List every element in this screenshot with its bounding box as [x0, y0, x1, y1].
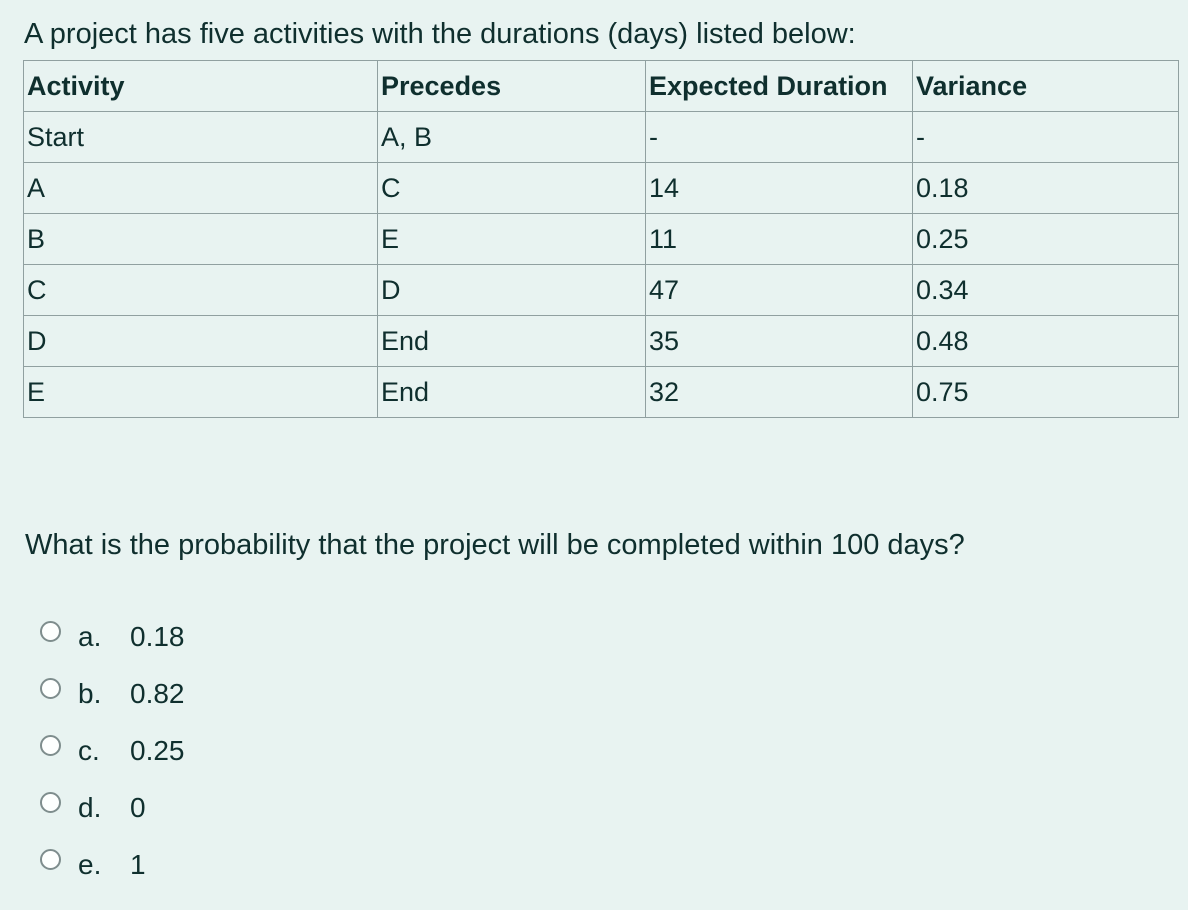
question-text: What is the probability that the project…	[25, 529, 965, 561]
table-cell: A, B	[377, 111, 646, 163]
option-value: 1	[130, 849, 146, 880]
table-cell: Start	[23, 111, 378, 163]
table-cell: 47	[645, 264, 913, 316]
table-cell: -	[645, 111, 913, 163]
table-row: C D 47 0.34	[23, 264, 1179, 316]
radio-button-icon[interactable]	[40, 621, 61, 642]
table-row: Start A, B - -	[23, 111, 1179, 163]
table-cell: 35	[645, 315, 913, 367]
option-value: 0.82	[130, 678, 185, 709]
option-letter: b.	[78, 678, 102, 709]
table-cell: 0.75	[912, 366, 1179, 418]
activities-table: Activity Precedes Expected Duration Vari…	[23, 60, 1179, 418]
column-header-activity: Activity	[23, 60, 378, 112]
answer-option-b[interactable]: b. 0.82	[40, 676, 185, 712]
option-letter: d.	[78, 792, 102, 823]
table-row: E End 32 0.75	[23, 366, 1179, 418]
table-cell: D	[23, 315, 378, 367]
option-value: 0.25	[130, 735, 185, 766]
table-cell: 0.34	[912, 264, 1179, 316]
option-value: 0	[130, 792, 146, 823]
table-row: A C 14 0.18	[23, 162, 1179, 214]
table-cell: A	[23, 162, 378, 214]
radio-button-icon[interactable]	[40, 792, 61, 813]
option-letter: e.	[78, 849, 102, 880]
table-cell: End	[377, 315, 646, 367]
radio-button-icon[interactable]	[40, 849, 61, 870]
table-cell: 14	[645, 162, 913, 214]
column-header-variance: Variance	[912, 60, 1179, 112]
answer-options: a. 0.18 b. 0.82 c. 0.25 d. 0 e. 1	[40, 619, 185, 883]
answer-option-c[interactable]: c. 0.25	[40, 733, 185, 769]
radio-button-icon[interactable]	[40, 678, 61, 699]
table-cell: B	[23, 213, 378, 265]
table-header-row: Activity Precedes Expected Duration Vari…	[23, 60, 1179, 112]
answer-option-d[interactable]: d. 0	[40, 790, 185, 826]
question-intro-text: A project has five activities with the d…	[24, 18, 856, 50]
table-cell: E	[23, 366, 378, 418]
table-cell: C	[377, 162, 646, 214]
answer-option-e[interactable]: e. 1	[40, 847, 185, 883]
option-letter: c.	[78, 735, 100, 766]
option-letter: a.	[78, 621, 102, 652]
table-cell: C	[23, 264, 378, 316]
radio-button-icon[interactable]	[40, 735, 61, 756]
table-cell: 32	[645, 366, 913, 418]
column-header-expected-duration: Expected Duration	[645, 60, 913, 112]
table-cell: E	[377, 213, 646, 265]
table-row: B E 11 0.25	[23, 213, 1179, 265]
table-cell: 0.18	[912, 162, 1179, 214]
table-cell: 0.48	[912, 315, 1179, 367]
table-cell: 0.25	[912, 213, 1179, 265]
table-cell: D	[377, 264, 646, 316]
answer-option-a[interactable]: a. 0.18	[40, 619, 185, 655]
column-header-precedes: Precedes	[377, 60, 646, 112]
table-row: D End 35 0.48	[23, 315, 1179, 367]
table-cell: 11	[645, 213, 913, 265]
option-value: 0.18	[130, 621, 185, 652]
table-cell: End	[377, 366, 646, 418]
table-cell: -	[912, 111, 1179, 163]
